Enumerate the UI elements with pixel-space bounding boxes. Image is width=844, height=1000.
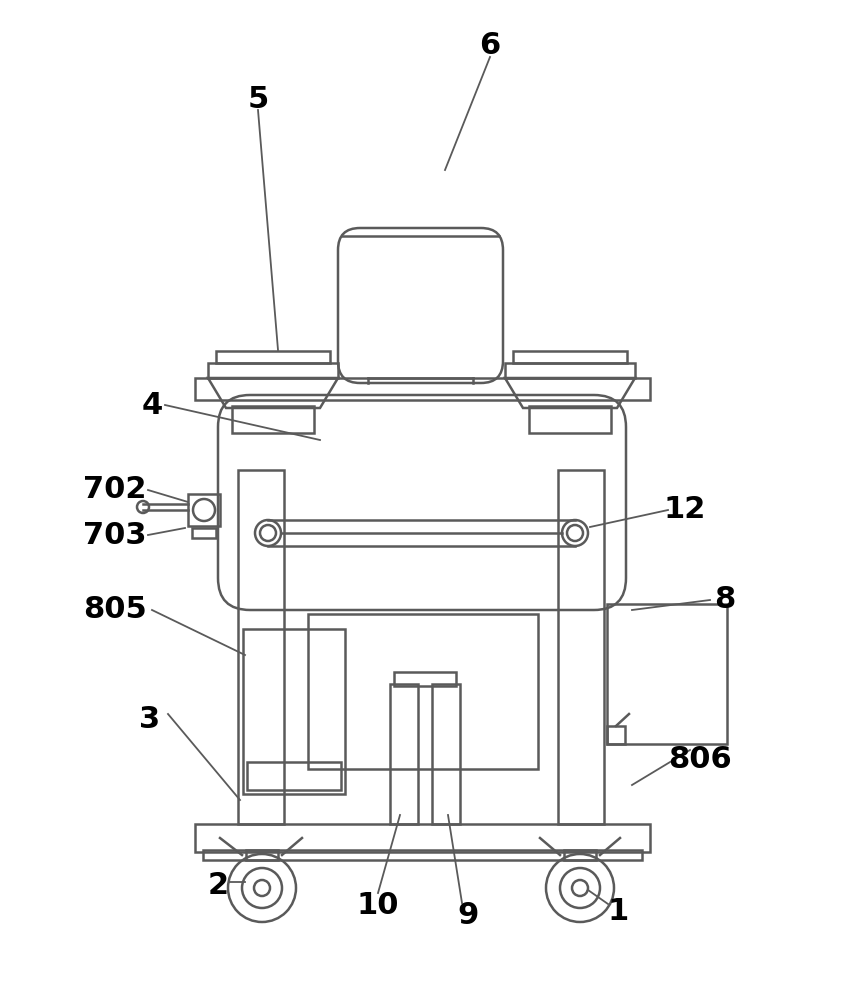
- Bar: [195, 378, 649, 400]
- Bar: [243, 629, 344, 794]
- Text: 3: 3: [139, 706, 160, 734]
- Bar: [512, 351, 626, 363]
- Text: 4: 4: [141, 390, 162, 420]
- Bar: [208, 363, 338, 378]
- Bar: [246, 762, 341, 790]
- Bar: [238, 470, 284, 824]
- Bar: [232, 406, 314, 433]
- Bar: [505, 363, 634, 378]
- Text: 10: 10: [356, 890, 398, 920]
- Bar: [557, 470, 603, 824]
- Bar: [563, 850, 595, 860]
- Text: 806: 806: [668, 746, 731, 774]
- Bar: [606, 726, 625, 744]
- Text: 1: 1: [607, 898, 628, 926]
- Bar: [192, 528, 216, 538]
- Text: 702: 702: [84, 476, 147, 504]
- Text: 8: 8: [713, 585, 735, 614]
- Bar: [390, 684, 418, 824]
- Bar: [216, 351, 330, 363]
- Bar: [431, 684, 459, 824]
- Bar: [307, 614, 538, 769]
- Text: 805: 805: [83, 595, 147, 624]
- Bar: [393, 672, 456, 686]
- Text: 5: 5: [247, 86, 268, 114]
- Bar: [246, 850, 278, 860]
- Text: 2: 2: [207, 870, 228, 900]
- Bar: [528, 406, 610, 433]
- Bar: [195, 824, 649, 852]
- Bar: [203, 850, 641, 860]
- Bar: [187, 494, 219, 526]
- Text: 12: 12: [663, 495, 706, 524]
- Text: 9: 9: [457, 900, 478, 930]
- Bar: [606, 604, 726, 744]
- Text: 6: 6: [479, 30, 500, 60]
- Text: 703: 703: [84, 520, 147, 550]
